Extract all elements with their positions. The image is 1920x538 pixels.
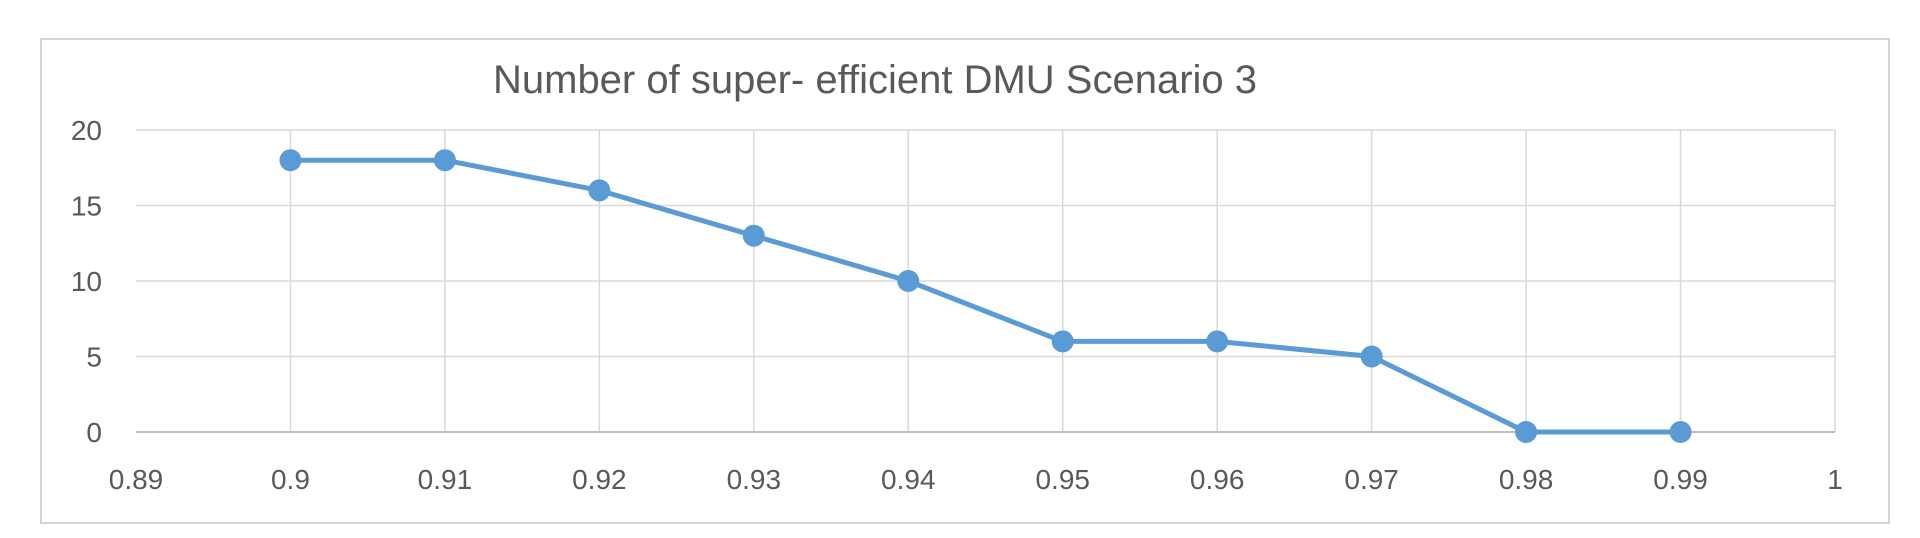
data-point-7 (1360, 345, 1383, 368)
x-tick-label-8: 0.97 (1344, 464, 1399, 495)
x-tick-label-3: 0.92 (572, 464, 627, 495)
y-tick-label-0: 0 (86, 417, 102, 448)
x-tick-label-5: 0.94 (881, 464, 936, 495)
y-tick-label-1: 5 (86, 342, 102, 373)
y-tick-label-2: 10 (71, 266, 102, 297)
data-point-8 (1515, 421, 1538, 443)
data-point-0 (279, 149, 302, 172)
x-tick-label-2: 0.91 (418, 464, 473, 495)
data-point-1 (433, 149, 456, 172)
x-tick-label-1: 0.9 (271, 464, 310, 495)
x-tick-label-0: 0.89 (109, 464, 164, 495)
data-series (279, 149, 1692, 443)
x-tick-label-9: 0.98 (1499, 464, 1554, 495)
data-point-6 (1206, 330, 1229, 353)
data-point-2 (588, 179, 611, 202)
tick-labels: 0.89 0.9 0.91 0.92 0.93 0.94 0.95 0.96 0.97 0.98 0… (71, 115, 1843, 495)
gridlines (136, 129, 1836, 432)
data-point-5 (1051, 330, 1074, 353)
data-point-4 (897, 270, 920, 292)
x-tick-label-10: 0.99 (1653, 464, 1708, 495)
y-tick-label-3: 15 (71, 191, 102, 222)
series-line-0 (287, 157, 1684, 435)
x-tick-label-4: 0.93 (727, 464, 782, 495)
x-tick-label-7: 0.96 (1190, 464, 1245, 495)
y-tick-label-4: 20 (71, 115, 102, 146)
x-tick-label-11: 1 (1827, 464, 1843, 495)
x-tick-label-6: 0.95 (1035, 464, 1090, 495)
chart-title: Number of super- efficient DMU Scenario … (493, 58, 1257, 102)
data-point-9 (1669, 421, 1692, 443)
data-point-3 (742, 224, 765, 247)
